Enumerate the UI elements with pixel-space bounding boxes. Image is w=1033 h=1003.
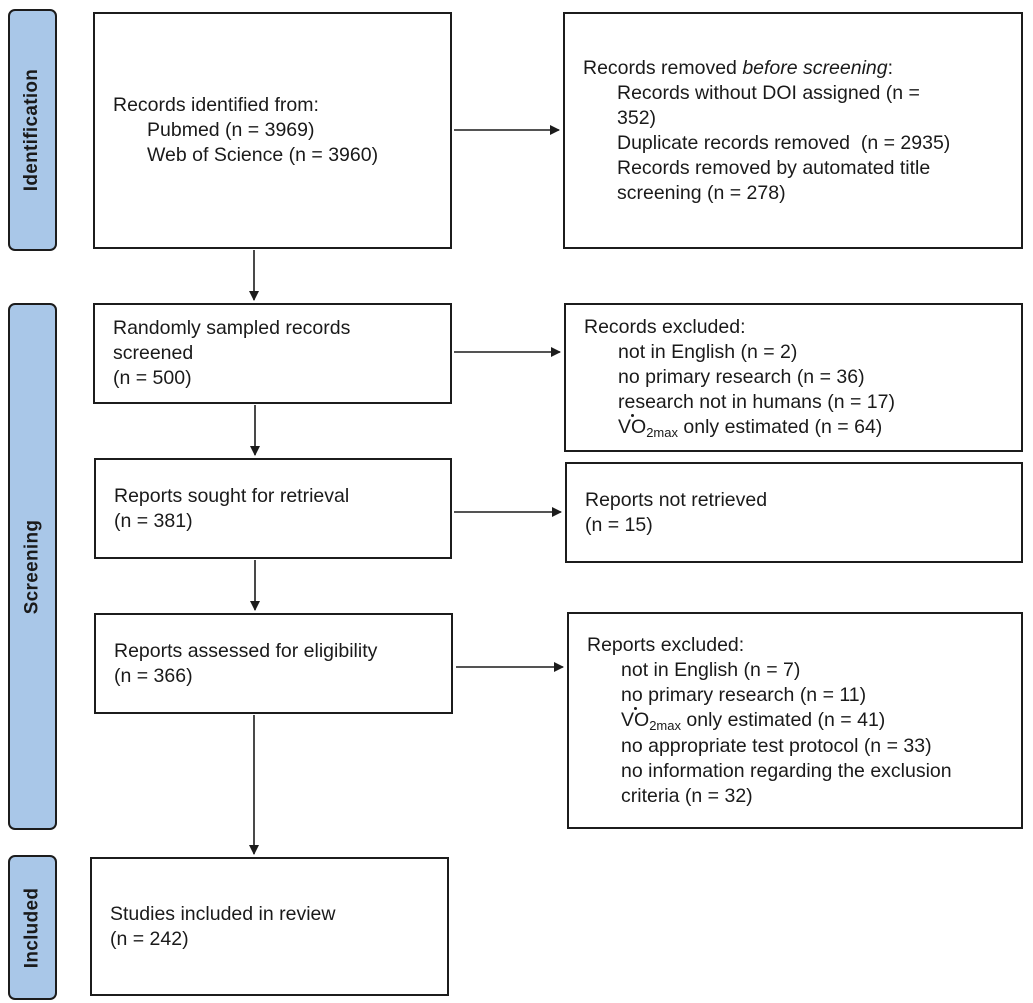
records-removed-title-em: before screening [742,56,888,79]
reports-not-retrieved-box: Reports not retrieved (n = 15) [565,462,1023,563]
records-screened-count: (n = 500) [113,367,192,389]
records-excluded-box: Records excluded: not in English (n = 2)… [564,303,1023,452]
records-excluded-item: research not in humans (n = 17) [618,390,895,413]
records-removed-automated: Records removed by automated title scree… [617,156,931,204]
reports-excluded-item: no information regarding the exclusion c… [621,759,952,807]
phase-screening: Screening [8,303,57,830]
reports-excluded-box: Reports excluded: not in English (n = 7)… [567,612,1023,829]
studies-included-box: Studies included in review (n = 242) [90,857,449,996]
records-identified-pubmed: Pubmed (n = 3969) [147,119,315,141]
records-removed-box: Records removed before screening: Record… [563,12,1023,249]
reports-sought-count: (n = 381) [114,509,193,532]
records-excluded-item: no primary research (n = 36) [618,365,865,388]
studies-included-label: Studies included in review [110,902,336,925]
reports-assessed-count: (n = 366) [114,664,193,687]
records-identified-title: Records identified from: [113,94,319,116]
reports-excluded-item: no primary research (n = 11) [621,683,867,706]
records-excluded-title: Records excluded: [584,315,746,338]
reports-excluded-item: not in English (n = 7) [621,658,801,681]
records-identified-wos: Web of Science (n = 3960) [147,144,379,166]
phase-included: Included [8,855,57,1000]
records-excluded-item: not in English (n = 2) [618,340,798,363]
records-removed-no-doi: Records without DOI assigned (n = 352) [617,81,920,129]
records-identified-box: Records identified from: Pubmed (n = 396… [93,12,452,249]
reports-assessed-label: Reports assessed for eligibility [114,639,378,662]
studies-included-count: (n = 242) [110,927,189,950]
phase-identification: Identification [8,9,57,251]
reports-not-retrieved-label: Reports not retrieved [585,488,768,511]
records-screened-box: Randomly sampled records screened (n = 5… [93,303,452,404]
reports-sought-box: Reports sought for retrieval (n = 381) [94,458,452,559]
reports-assessed-box: Reports assessed for eligibility (n = 36… [94,613,453,714]
records-removed-duplicates: Duplicate records removed (n = 2935) [617,131,951,154]
records-screened-label: Randomly sampled records screened [113,317,351,364]
reports-not-retrieved-count: (n = 15) [585,513,653,536]
reports-excluded-title: Reports excluded: [587,633,745,656]
records-removed-title: Records removed before screening: [583,56,894,79]
records-excluded-vo2: VO2max only estimated (n = 64) [618,413,883,440]
reports-sought-label: Reports sought for retrieval [114,484,350,507]
reports-excluded-item: no appropriate test protocol (n = 33) [621,734,932,757]
reports-excluded-vo2: VO2max only estimated (n = 41) [621,706,886,733]
